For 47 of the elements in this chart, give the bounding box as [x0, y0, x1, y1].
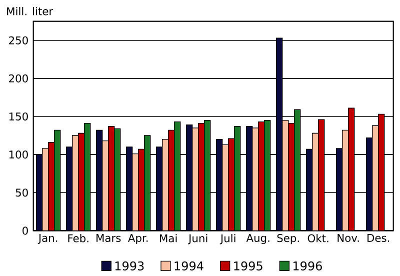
bar — [288, 123, 295, 231]
y-tick-label: 0 — [22, 226, 28, 235]
y-tick-label: 200 — [9, 74, 28, 82]
bar — [138, 148, 145, 231]
bar — [348, 108, 355, 231]
bar — [66, 146, 73, 231]
x-tick-label: Des. — [368, 234, 390, 242]
bar — [36, 154, 43, 231]
bar — [78, 132, 85, 231]
bar — [108, 126, 115, 231]
y-tick-label: 50 — [16, 188, 28, 197]
bar — [228, 138, 235, 231]
bar — [168, 130, 175, 231]
bar — [126, 146, 133, 231]
y-tick-label: 100 — [9, 150, 28, 159]
bar — [258, 121, 265, 231]
bar — [276, 38, 283, 231]
bar — [246, 126, 253, 231]
bar — [96, 130, 103, 231]
legend-label: 1995 — [234, 261, 262, 270]
x-tick-label: Jan. — [38, 234, 58, 244]
x-tick-label: Apr. — [128, 234, 148, 244]
bar — [216, 138, 223, 231]
y-tick-label: 250 — [9, 36, 28, 44]
legend-label: 1993 — [115, 261, 144, 270]
y-axis-title: Mill. liter — [7, 7, 54, 16]
x-tick-label: Juli — [220, 234, 236, 244]
x-tick-label: Sep. — [277, 234, 299, 244]
bar — [156, 146, 163, 231]
x-tick-label: Nov. — [338, 234, 359, 242]
bar — [366, 137, 373, 231]
bar — [186, 124, 193, 231]
x-tick-label: Juni — [188, 234, 208, 244]
x-tick-label: Mai — [160, 234, 177, 242]
bar — [306, 148, 313, 231]
bar — [48, 142, 55, 231]
x-tick-label: Feb. — [68, 234, 88, 242]
bar — [378, 114, 385, 231]
bar — [198, 123, 205, 231]
x-tick-label: Aug. — [246, 234, 270, 244]
x-tick-label: Okt. — [308, 234, 328, 242]
bar — [336, 148, 343, 231]
y-tick-label: 150 — [9, 112, 28, 121]
legend-label: 1994 — [174, 261, 204, 270]
x-tick-label: Mars — [96, 234, 121, 242]
bar — [318, 119, 325, 231]
legend-label: 1996 — [293, 261, 322, 270]
